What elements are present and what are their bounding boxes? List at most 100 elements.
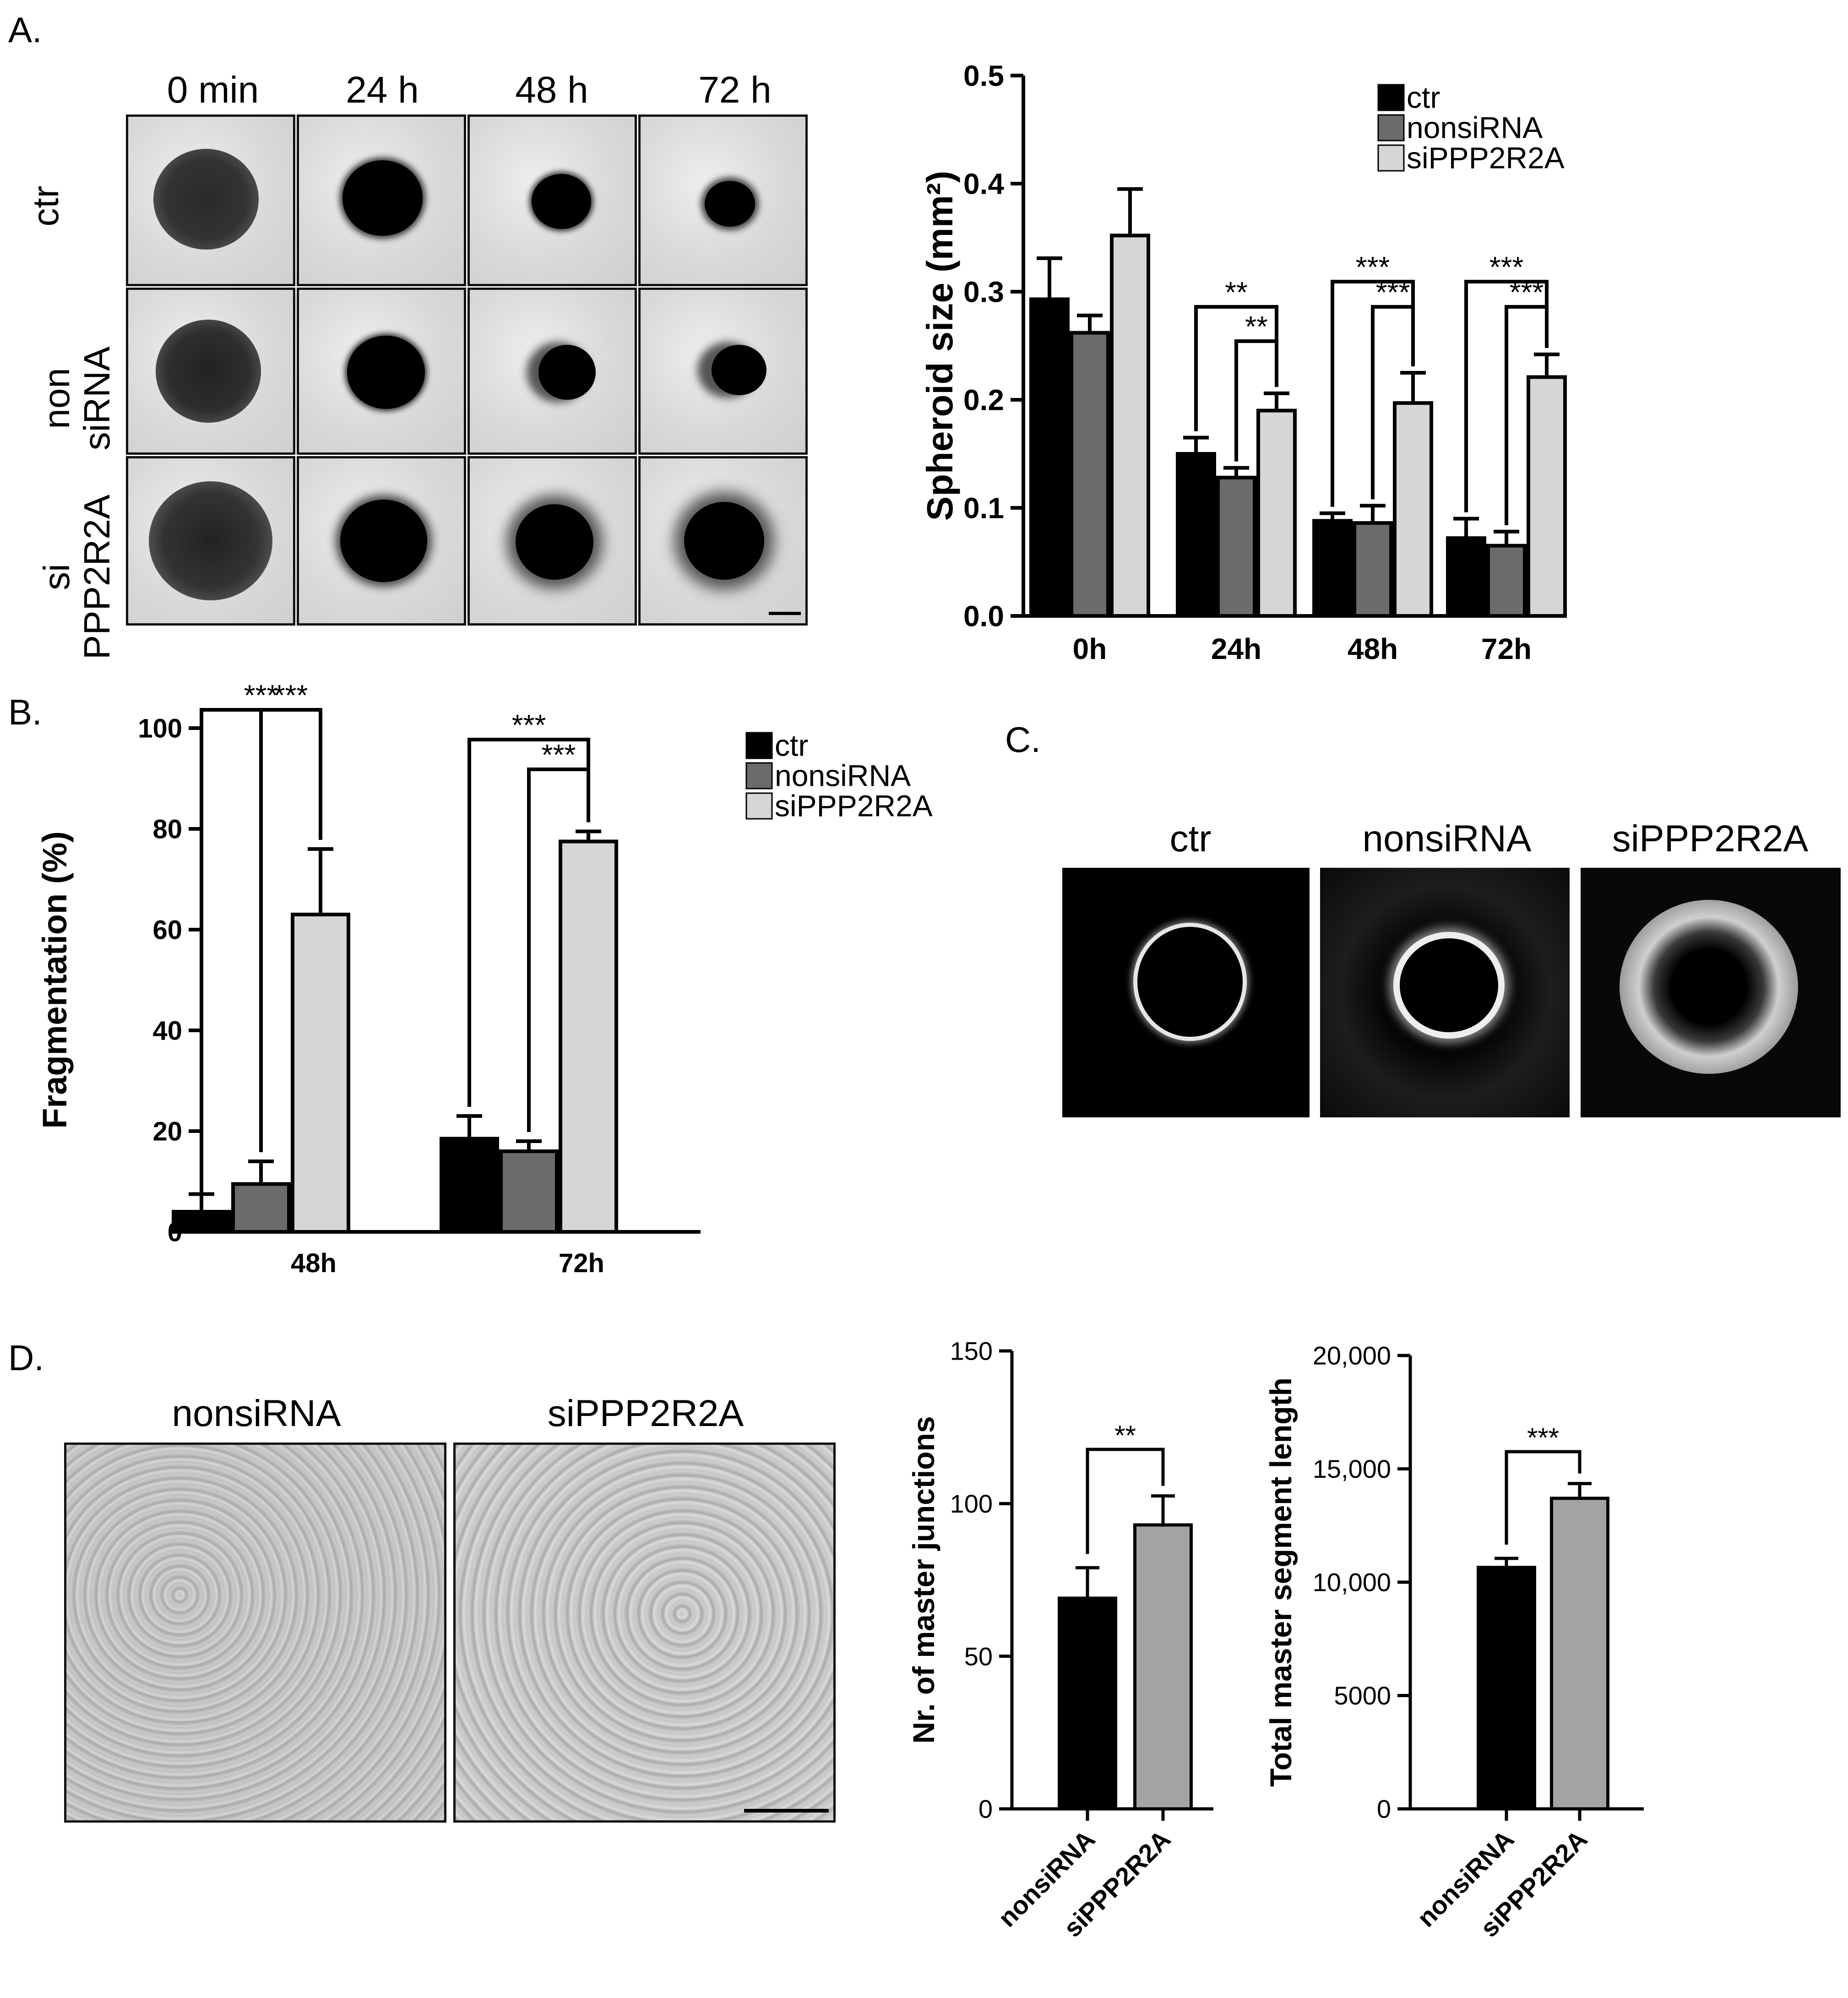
- spheroid: [684, 502, 764, 580]
- y-tick-label: 0.5: [963, 59, 1004, 92]
- significance-bracket: [527, 768, 590, 1132]
- y-tick-label: 5000: [1334, 1681, 1391, 1710]
- bar: [231, 1182, 291, 1234]
- bar: [1133, 1523, 1193, 1811]
- spheroid: [340, 500, 427, 582]
- y-tick-label: 10,000: [1313, 1568, 1391, 1597]
- bar: [1446, 536, 1486, 618]
- legend-label: nonsiRNA: [775, 758, 911, 792]
- bar: [1477, 1566, 1536, 1811]
- spheroid: [712, 345, 766, 395]
- fluorescence-sippp2r2a: [1581, 868, 1841, 1117]
- legend-label: ctr: [775, 728, 808, 762]
- spheroid: [153, 149, 259, 250]
- significance-bracket: [259, 708, 322, 1152]
- bar: [172, 1210, 231, 1234]
- significance-label: ***: [244, 679, 278, 712]
- chart-master-segment-length: 0 5000 10,000 15,000 20,000 Total master segm…: [1264, 1341, 1644, 1943]
- panel-d-header-nonsirna: nonsiRNA: [172, 1393, 341, 1434]
- legend-label: siPPP2R2A: [775, 789, 933, 822]
- spheroid: [532, 174, 591, 229]
- bar: [291, 913, 350, 1234]
- bar: [499, 1149, 559, 1234]
- significance-label: ***: [1376, 276, 1410, 309]
- bar: [1256, 408, 1297, 618]
- spheroid: [705, 181, 755, 227]
- legend-swatch: [745, 732, 773, 759]
- micrograph-ctr-48h: [467, 114, 637, 286]
- x-tick-label: 72h: [1481, 632, 1532, 665]
- significance-bracket: [1234, 339, 1278, 462]
- chart-fragmentation: 020406080100Fragmentation (%)48h72h*****…: [36, 679, 933, 1278]
- y-axis-title: Total master segment length: [1264, 1377, 1298, 1787]
- panel-letter-c: C.: [1005, 719, 1041, 760]
- x-tick-label: 48h: [1348, 632, 1398, 665]
- micrograph-ctr-72h: [638, 114, 808, 286]
- y-tick-label: 60: [152, 915, 182, 945]
- micrograph-sippp2r2a-72h: [638, 456, 808, 626]
- spheroid: [516, 504, 593, 580]
- panel-c-header-nonsirna: nonsiRNA: [1362, 818, 1532, 860]
- y-tick-label: 0.4: [963, 167, 1004, 200]
- fluorescence-ctr: [1062, 868, 1310, 1117]
- significance-label: ***: [1489, 250, 1524, 283]
- legend-label: siPPP2R2A: [1407, 141, 1565, 174]
- y-tick-label: 0.3: [963, 275, 1004, 308]
- significance-label: ***: [274, 679, 308, 712]
- legend-swatch: [1377, 144, 1405, 172]
- micrograph-nonsirna-72h: [638, 288, 808, 455]
- row-label-sippp2r2a-line1: si: [36, 564, 77, 590]
- significance-label: **: [1245, 310, 1268, 343]
- panel-letter-d: D.: [8, 1338, 44, 1378]
- significance-label: ***: [1527, 1422, 1559, 1453]
- legend-label: ctr: [1407, 80, 1440, 114]
- y-tick-label: 100: [138, 713, 182, 743]
- micrograph-nonsirna-0min: [126, 288, 295, 455]
- micrograph-ctr-24h: [297, 114, 466, 286]
- spheroid-ring: [1393, 932, 1505, 1039]
- tube-formation-sippp2r2a: [453, 1443, 836, 1823]
- fluorescence-nonsirna: [1320, 868, 1570, 1117]
- bar: [1058, 1596, 1117, 1811]
- significance-label: **: [1114, 1420, 1136, 1451]
- row-label-nonsirna-line2: siRNA: [76, 346, 117, 451]
- row-label-nonsirna: non siRNA: [36, 316, 119, 481]
- micrograph-sippp2r2a-24h: [297, 456, 466, 626]
- significance-label: ***: [1510, 276, 1544, 309]
- time-header-48h: 48 h: [515, 69, 588, 111]
- y-tick-label: 20,000: [1313, 1341, 1391, 1370]
- y-tick-label: 20: [152, 1116, 182, 1146]
- x-tick-label: 24h: [1211, 632, 1261, 665]
- row-label-sippp2r2a: si PPP2R2A: [36, 476, 119, 678]
- panel-letter-b: B.: [8, 692, 42, 732]
- bar: [1353, 521, 1393, 618]
- y-tick-label: 0.2: [963, 383, 1004, 416]
- significance-label: ***: [542, 738, 576, 771]
- y-tick-label: 15,000: [1313, 1454, 1391, 1483]
- panel-c-header-sippp2r2a: siPPP2R2A: [1612, 818, 1809, 860]
- chart-spheroid-size: 0.0 0.1 0.2 0.3 0.4 0.5 Spheroid size (mm²) 0h 2…: [919, 59, 1567, 665]
- x-tick-label: 72h: [559, 1248, 604, 1278]
- y-tick-label: 0: [1377, 1795, 1391, 1824]
- bar: [1550, 1497, 1609, 1811]
- y-tick-label: 150: [950, 1337, 993, 1366]
- spheroid: [156, 320, 261, 423]
- spheroid: [149, 481, 272, 600]
- significance-label: **: [1225, 276, 1248, 309]
- bar: [440, 1137, 499, 1234]
- time-header-72h: 72 h: [698, 69, 772, 111]
- x-tick-label: 0h: [1073, 632, 1107, 665]
- significance-bracket: [1371, 305, 1415, 500]
- y-tick-label: 80: [152, 814, 182, 844]
- row-label-ctr: ctr: [23, 137, 69, 275]
- significance-bracket: [1505, 1450, 1582, 1545]
- y-axis-title: Nr. of master junctions: [907, 1416, 940, 1743]
- y-tick-label: 0.0: [963, 599, 1004, 632]
- micrograph-nonsirna-24h: [297, 288, 466, 455]
- y-tick-label: 0: [978, 1795, 993, 1824]
- y-axis-title: Spheroid size (mm²): [919, 171, 960, 521]
- micrograph-nonsirna-48h: [467, 288, 637, 455]
- legend-swatch: [1377, 114, 1405, 142]
- panel-d-header-sippp2r2a: siPPP2R2A: [547, 1393, 744, 1434]
